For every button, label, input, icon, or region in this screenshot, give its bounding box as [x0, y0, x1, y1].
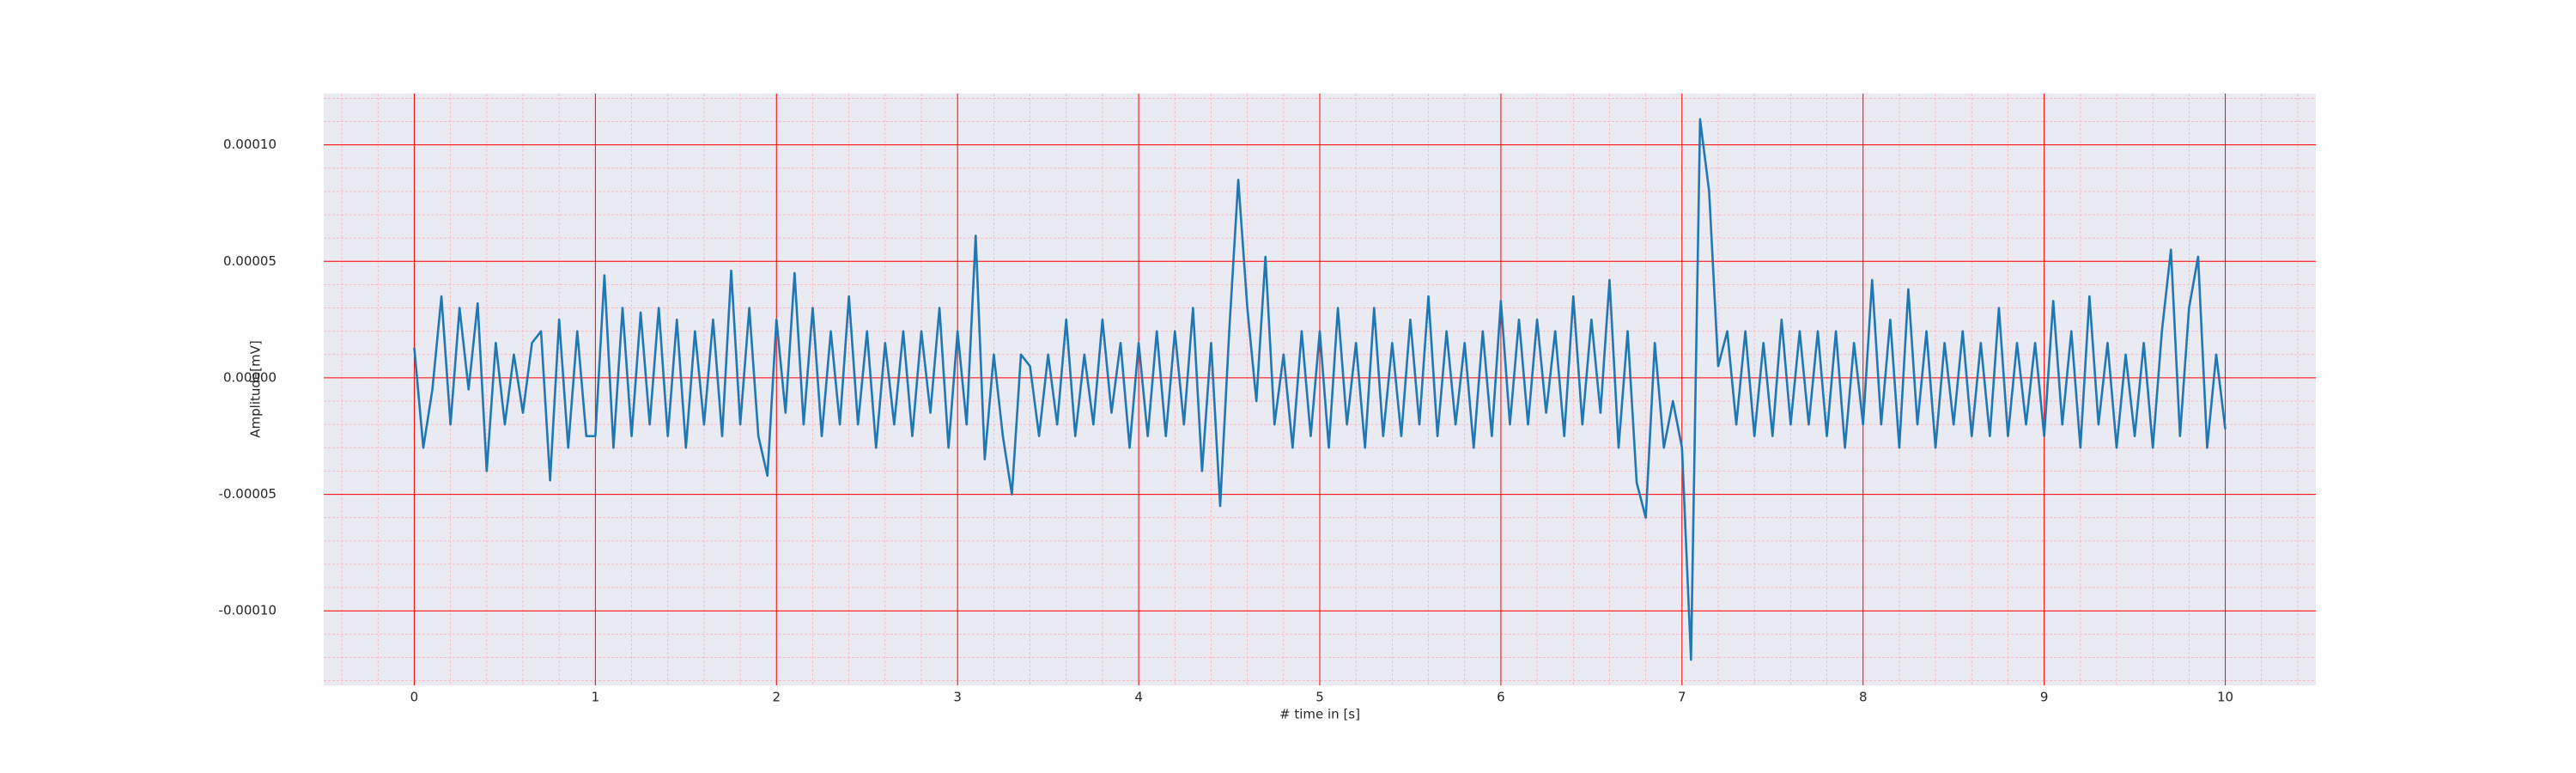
- x-tick-label: 6: [1497, 690, 1505, 705]
- x-tick-label: 1: [592, 690, 600, 705]
- x-tick-label: 0: [410, 690, 419, 705]
- x-tick-label: 9: [2040, 690, 2049, 705]
- x-axis-label: # time in [s]: [1279, 707, 1360, 722]
- x-tick-label: 10: [2217, 690, 2233, 705]
- x-tick-label: 3: [953, 690, 962, 705]
- y-axis-label: Amplitude[mV]: [248, 340, 264, 437]
- y-tick-label: 0.00010: [223, 137, 276, 152]
- x-tick-label: 5: [1315, 690, 1324, 705]
- x-tick-label: 7: [1678, 690, 1686, 705]
- y-tick-label: -0.00010: [219, 603, 276, 618]
- x-tick-label: 8: [1859, 690, 1868, 705]
- x-tick-label: 2: [772, 690, 781, 705]
- x-tick-label: 4: [1134, 690, 1143, 705]
- y-tick-label: -0.00005: [219, 486, 276, 502]
- signal-line: [413, 118, 2227, 661]
- y-tick-label: 0.00000: [223, 369, 276, 385]
- y-tick-label: 0.00005: [223, 253, 276, 269]
